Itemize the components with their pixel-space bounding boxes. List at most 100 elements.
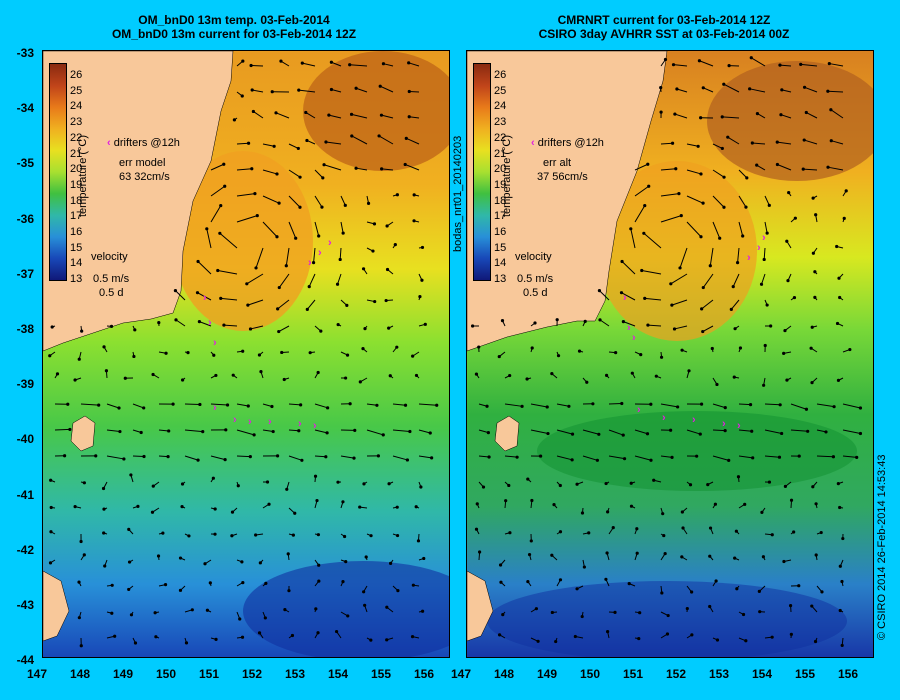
- current-vector-arrow: [608, 455, 625, 460]
- current-vector-head: [575, 587, 579, 591]
- colorbar-tick-label: 26: [494, 69, 507, 81]
- current-vector-head: [259, 370, 263, 374]
- current-vector-head: [529, 539, 533, 543]
- current-vector-arrow: [314, 169, 324, 179]
- current-vector-head: [670, 455, 674, 459]
- current-vector-head: [797, 584, 801, 588]
- current-vector-head: [240, 635, 245, 639]
- current-vector-head: [515, 455, 519, 459]
- x-tick-label: 154: [327, 667, 349, 681]
- current-vector-head: [113, 634, 117, 638]
- current-vector-head: [700, 307, 704, 311]
- current-vector-head: [708, 264, 712, 268]
- current-vector-head: [731, 284, 735, 289]
- current-vector-arrow: [331, 89, 342, 93]
- current-vector-head: [142, 406, 146, 410]
- current-vector-arrow: [641, 270, 662, 275]
- current-vector-head: [79, 539, 83, 544]
- current-vector-head: [813, 270, 817, 274]
- current-vector-head: [649, 458, 653, 462]
- current-vector-head: [385, 224, 389, 228]
- current-vector-head: [250, 167, 254, 171]
- current-vector-head: [713, 502, 717, 506]
- current-vector-arrow: [623, 321, 636, 327]
- current-vector-head: [715, 638, 720, 642]
- current-vector-arrow: [405, 163, 420, 171]
- current-vector-head: [334, 629, 339, 634]
- current-vector-arrow: [236, 429, 255, 436]
- current-vector-head: [49, 530, 53, 534]
- current-vector-head: [504, 499, 508, 503]
- current-vector-head: [196, 458, 200, 462]
- right-map-panel: › › › › › › › › › › › 26 25 24 23 22 21 20 19 18 17 16 15 14 13…: [466, 50, 874, 658]
- current-vector-head: [157, 320, 161, 325]
- current-vector-head: [173, 289, 178, 293]
- current-vector-arrow: [378, 135, 394, 145]
- current-vector-arrow: [314, 403, 328, 409]
- current-vector-head: [277, 201, 281, 205]
- current-vector-head: [341, 231, 345, 235]
- current-vector-head: [50, 325, 54, 329]
- current-vector-head: [327, 113, 331, 117]
- current-vector-head: [350, 134, 354, 138]
- current-vector-arrow: [712, 403, 726, 409]
- current-vector-head: [163, 583, 168, 587]
- drifter-marker: ›: [298, 418, 302, 430]
- current-vector-head: [811, 251, 815, 255]
- current-vector-head: [66, 402, 70, 406]
- current-vector-head: [497, 633, 502, 637]
- current-vector-head: [659, 86, 663, 90]
- x-tick-label: 150: [155, 667, 177, 681]
- current-vector-arrow: [314, 455, 326, 458]
- current-vector-head: [361, 267, 366, 271]
- current-vector-head: [727, 64, 731, 68]
- current-vector-head: [761, 555, 765, 559]
- current-vector-arrow: [829, 63, 844, 67]
- current-vector-head: [534, 607, 538, 611]
- current-vector-head: [622, 457, 627, 461]
- current-vector-arrow: [621, 261, 636, 275]
- current-vector-arrow: [351, 135, 368, 145]
- current-vector-head: [49, 505, 53, 510]
- current-vector-head: [676, 405, 680, 409]
- current-vector-head: [726, 135, 730, 139]
- current-vector-head: [267, 502, 271, 506]
- current-vector-head: [254, 533, 258, 537]
- current-vector-arrow: [278, 325, 290, 332]
- current-vector-head: [525, 377, 529, 381]
- current-vector-head: [530, 346, 534, 350]
- current-vector-head: [663, 551, 667, 556]
- current-vector-head: [319, 329, 323, 333]
- current-vector-head: [695, 454, 699, 458]
- current-vector-head: [759, 282, 764, 286]
- current-vector-arrow: [478, 455, 490, 458]
- current-vector-arrow: [132, 403, 144, 409]
- current-vector-arrow: [308, 273, 316, 287]
- current-vector-arrow: [236, 403, 249, 407]
- current-vector-arrow: [621, 292, 636, 301]
- right-colorbar-label: temperature (°C): [501, 134, 513, 217]
- current-vector-head: [197, 320, 201, 324]
- current-vector-arrow: [355, 167, 368, 171]
- current-vector-head: [378, 84, 382, 88]
- current-vector-head: [750, 141, 754, 145]
- current-vector-head: [743, 502, 747, 506]
- current-vector-head: [352, 456, 356, 460]
- current-vector-head: [481, 485, 486, 489]
- current-vector-head: [587, 531, 591, 535]
- current-vector-head: [133, 641, 138, 645]
- current-vector-head: [583, 319, 587, 323]
- current-vector-head: [679, 213, 683, 218]
- current-vector-head: [271, 429, 275, 434]
- current-vector-head: [670, 303, 674, 307]
- current-vector-head: [341, 500, 345, 504]
- current-vector-arrow: [236, 455, 251, 458]
- drifter-marker: ›: [632, 332, 636, 344]
- current-vector-head: [558, 578, 563, 582]
- current-vector-head: [654, 374, 658, 378]
- current-vector-arrow: [255, 247, 264, 269]
- current-vector-head: [775, 140, 779, 144]
- current-vector-arrow: [712, 143, 723, 149]
- current-vector-arrow: [478, 429, 489, 434]
- current-vector-head: [629, 481, 633, 485]
